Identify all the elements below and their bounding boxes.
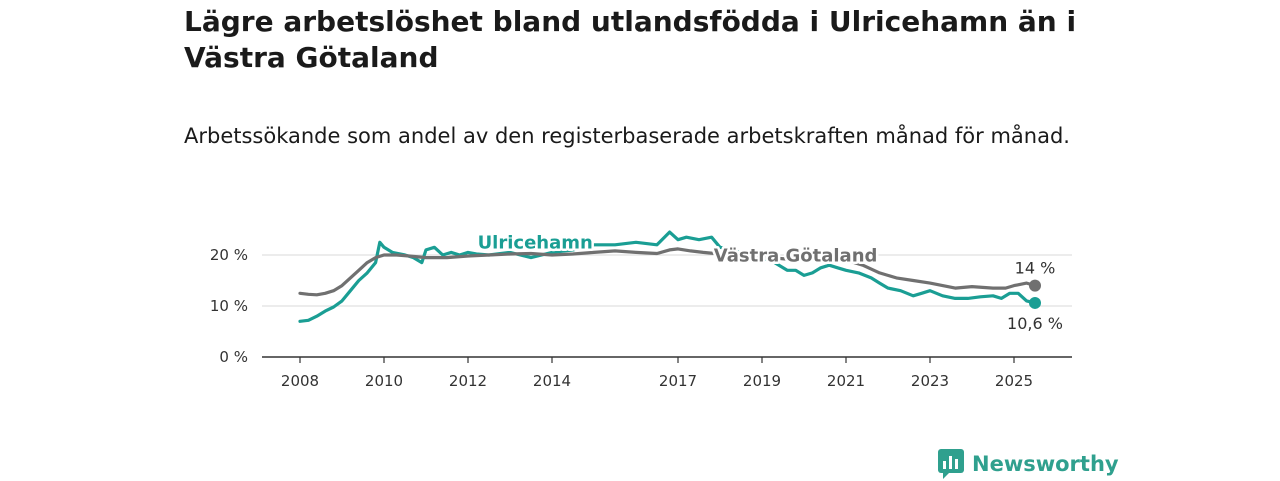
y-tick-label: 20 % [210, 246, 248, 264]
series-end-label-1: 14 % [1015, 259, 1056, 278]
x-tick-label: 2017 [659, 372, 697, 390]
gridlines [262, 254, 1072, 358]
x-tick-label: 2021 [827, 372, 865, 390]
brand-logo: Newsworthy [938, 447, 1119, 481]
series-name-label-0: Ulricehamn [478, 232, 593, 253]
newsworthy-logo-icon [938, 449, 964, 479]
x-axis-ticks: 2008 2010 2012 2014 2017 2019 2021 2023 2025 [281, 357, 1033, 390]
series-line-1 [298, 247, 1037, 297]
series-end-point-1 [1029, 279, 1041, 292]
series-labels: 10,6 % 14 % Ulricehamn Västra Götaland [475, 230, 1063, 333]
x-tick-label: 2019 [743, 372, 781, 390]
line-chart: 0 % 10 % 20 % 2008 2010 2012 2014 2017 2019 2021… [210, 230, 1072, 390]
x-tick-label: 2012 [449, 372, 487, 390]
x-tick-label: 2008 [281, 372, 319, 390]
x-tick-label: 2025 [995, 372, 1033, 390]
series-line-0 [298, 230, 1037, 323]
y-axis-ticks: 0 % 10 % 20 % [210, 246, 248, 366]
series-name-label-1: Västra Götaland [714, 246, 878, 267]
x-tick-label: 2023 [911, 372, 949, 390]
chart-subtitle: Arbetssökande som andel av den registerb… [184, 124, 1070, 148]
series-lines [298, 230, 1041, 323]
series-end-label-0: 10,6 % [1007, 314, 1063, 333]
x-tick-label: 2014 [533, 372, 571, 390]
chart-title: Lägre arbetslöshet bland utlandsfödda i … [184, 5, 1077, 74]
y-tick-label: 0 % [219, 348, 248, 366]
brand-name: Newsworthy [972, 452, 1119, 476]
y-tick-label: 10 % [210, 297, 248, 315]
series-end-point-0 [1029, 296, 1041, 309]
x-tick-label: 2010 [365, 372, 403, 390]
